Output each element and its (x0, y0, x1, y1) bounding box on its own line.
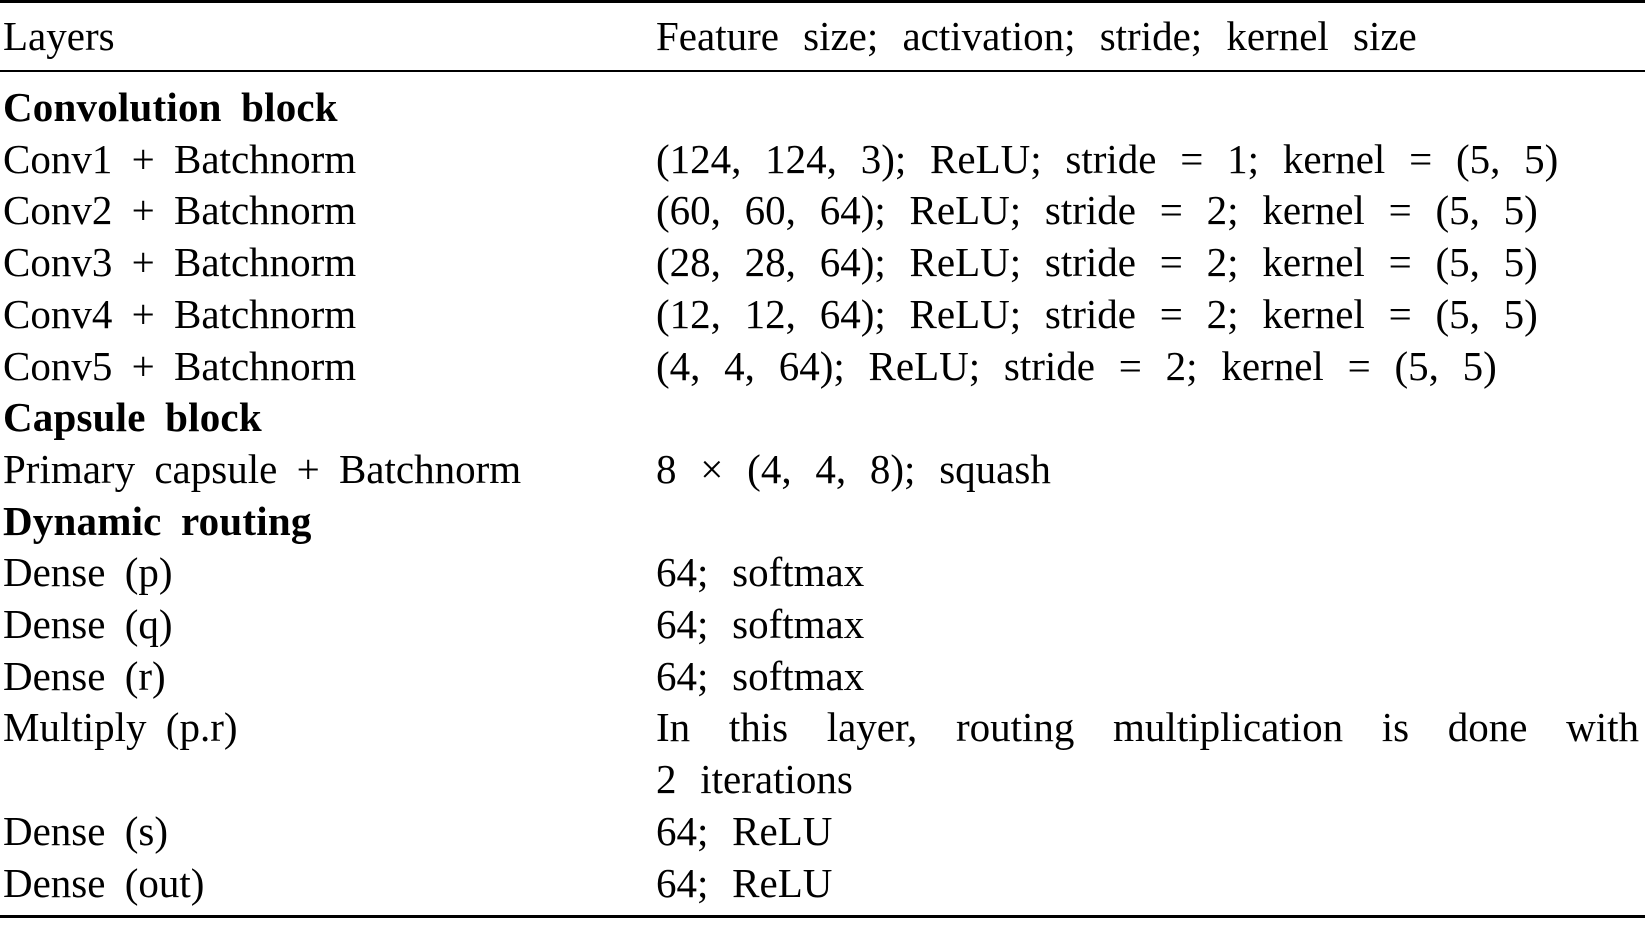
table-row-multiply: Multiply (p.r) In this layer, routing mu… (0, 702, 1645, 805)
value-cell: 64; softmax (656, 652, 865, 699)
layer-cell: Dense (q) (3, 601, 173, 648)
table-top-rule (0, 0, 1645, 3)
table-header-row: Layers Feature size; activation; stride;… (0, 3, 1645, 70)
table-row-conv3: Conv3 + Batchnorm (28, 28, 64); ReLU; st… (0, 237, 1645, 289)
table-row-dense-p: Dense (p) 64; softmax (0, 547, 1645, 599)
value-cell: 64; softmax (656, 601, 865, 648)
table-body: Convolution block Conv1 + Batchnorm (124… (0, 72, 1645, 915)
value-cell: (124, 124, 3); ReLU; stride = 1; kernel … (656, 135, 1559, 182)
value-cell: 8 × (4, 4, 8); squash (656, 445, 1051, 492)
layer-cell: Conv1 + Batchnorm (3, 135, 357, 182)
layer-cell: Dense (r) (3, 652, 166, 699)
value-cell: In this layer, routing multiplication is… (656, 702, 1645, 805)
layer-cell: Multiply (p.r) (3, 704, 238, 751)
value-cell (656, 82, 1645, 134)
layer-cell: Dense (p) (3, 549, 173, 596)
section-row-capsule-block: Capsule block (0, 392, 1645, 444)
layer-cell: Dense (out) (3, 859, 205, 906)
value-cell (656, 392, 1645, 444)
value-cell: (4, 4, 64); ReLU; stride = 2; kernel = (… (656, 342, 1497, 389)
section-label: Capsule block (3, 394, 262, 441)
value-cell: (12, 12, 64); ReLU; stride = 2; kernel =… (656, 290, 1538, 337)
section-label: Dynamic routing (3, 497, 312, 544)
value-cell: 64; softmax (656, 549, 865, 596)
value-cell (656, 496, 1645, 548)
table-row-primary-capsule: Primary capsule + Batchnorm 8 × (4, 4, 8… (0, 444, 1645, 496)
table-row-conv5: Conv5 + Batchnorm (4, 4, 64); ReLU; stri… (0, 341, 1645, 393)
section-row-convolution-block: Convolution block (0, 82, 1645, 134)
header-feature-label: Feature size; activation; stride; kernel… (656, 13, 1417, 59)
layer-cell: Conv2 + Batchnorm (3, 187, 357, 234)
table-row-dense-r: Dense (r) 64; softmax (0, 651, 1645, 703)
layer-cell: Primary capsule + Batchnorm (3, 445, 522, 492)
header-layers-label: Layers (3, 13, 115, 59)
value-cell: 64; ReLU (656, 859, 833, 906)
layer-cell: Dense (s) (3, 807, 168, 854)
table-row-conv2: Conv2 + Batchnorm (60, 60, 64); ReLU; st… (0, 185, 1645, 237)
table-bottom-rule (0, 915, 1645, 919)
layer-cell: Conv5 + Batchnorm (3, 342, 357, 389)
table-row-conv4: Conv4 + Batchnorm (12, 12, 64); ReLU; st… (0, 289, 1645, 341)
table-row-dense-q: Dense (q) 64; softmax (0, 599, 1645, 651)
table-header-rule (0, 70, 1645, 72)
layer-cell: Conv4 + Batchnorm (3, 290, 357, 337)
table-row-conv1: Conv1 + Batchnorm (124, 124, 3); ReLU; s… (0, 134, 1645, 186)
value-cell: (60, 60, 64); ReLU; stride = 2; kernel =… (656, 187, 1538, 234)
section-label: Convolution block (3, 84, 338, 130)
section-row-dynamic-routing: Dynamic routing (0, 496, 1645, 548)
layer-cell: Conv3 + Batchnorm (3, 239, 357, 286)
value-line-2: 2 iterations (656, 756, 853, 803)
value-line-1: In this layer, routing multiplication is… (656, 704, 1639, 751)
table-row-dense-s: Dense (s) 64; ReLU (0, 806, 1645, 858)
value-cell: (28, 28, 64); ReLU; stride = 2; kernel =… (656, 239, 1538, 286)
value-cell: 64; ReLU (656, 807, 833, 854)
table-row-dense-out: Dense (out) 64; ReLU (0, 858, 1645, 910)
